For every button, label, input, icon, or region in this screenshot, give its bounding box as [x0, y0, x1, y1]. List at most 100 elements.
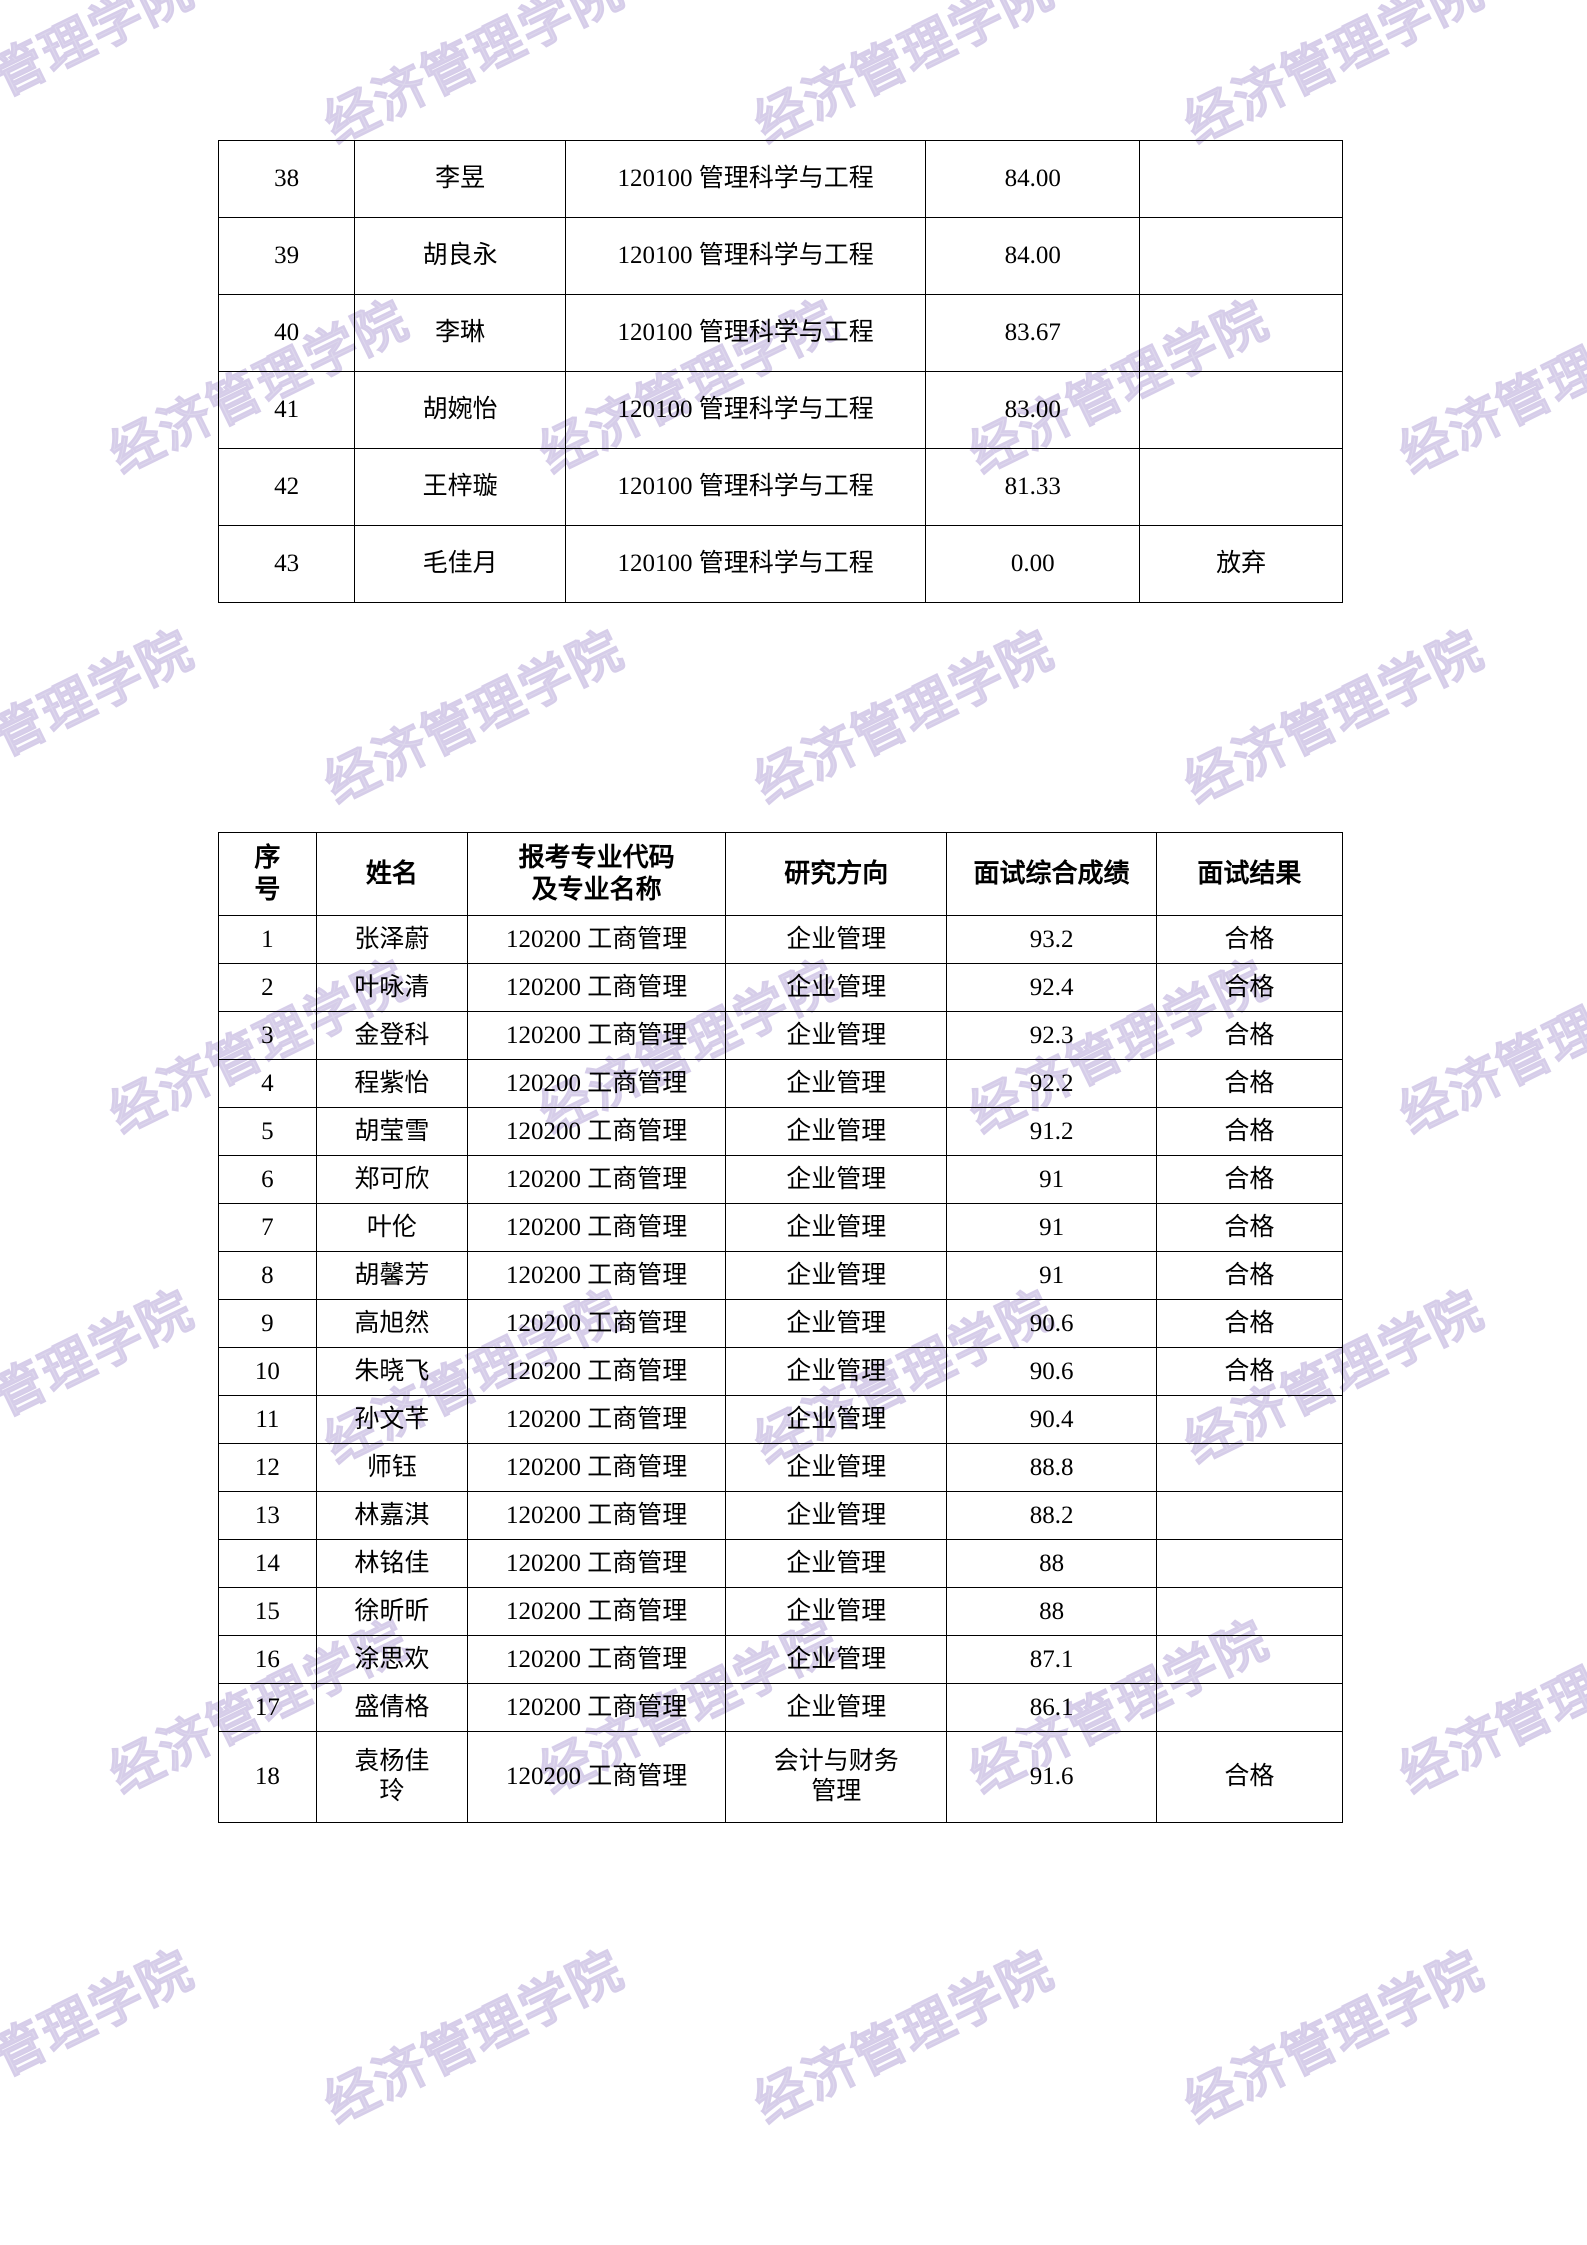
cell-seq: 43: [217, 525, 356, 603]
cell-result: [1139, 217, 1343, 295]
cell-seq: 7: [218, 1203, 317, 1252]
col-header-major-line2: 及专业名称: [531, 875, 662, 904]
cell-major: 120200 工商管理: [466, 1155, 727, 1204]
table-row: 4 程紫怡 120200 工商管理 企业管理 92.2 合格: [218, 1059, 1344, 1108]
cell-score: 87.1: [946, 1635, 1157, 1684]
cell-seq: 2: [218, 963, 317, 1012]
cell-major: 120100 管理科学与工程: [565, 448, 927, 526]
cell-name: 郑可欣: [315, 1155, 468, 1204]
cell-major: 120100 管理科学与工程: [565, 371, 927, 449]
cell-direction: 会计与财务 管理: [725, 1731, 948, 1823]
cell-name: 胡馨芳: [315, 1251, 468, 1300]
cell-score: 86.1: [946, 1683, 1157, 1732]
cell-major: 120200 工商管理: [466, 1299, 727, 1348]
cell-name: 张泽蔚: [315, 915, 468, 964]
cell-seq: 15: [218, 1587, 317, 1636]
cell-major: 120100 管理科学与工程: [565, 525, 927, 603]
cell-seq: 41: [217, 371, 356, 449]
cell-score: 92.3: [946, 1011, 1157, 1060]
cell-result: [1139, 448, 1343, 526]
cell-major: 120200 工商管理: [466, 1107, 727, 1156]
table-row: 1 张泽蔚 120200 工商管理 企业管理 93.2 合格: [218, 915, 1344, 964]
cell-direction: 企业管理: [725, 1251, 948, 1300]
cell-major: 120100 管理科学与工程: [565, 294, 927, 372]
cell-result: 合格: [1155, 963, 1344, 1012]
cell-name: 朱晓飞: [315, 1347, 468, 1396]
col-header-direction: 研究方向: [725, 832, 948, 916]
col-header-score: 面试综合成绩: [946, 832, 1157, 916]
cell-score: 81.33: [925, 448, 1141, 526]
table-row: 10 朱晓飞 120200 工商管理 企业管理 90.6 合格: [218, 1347, 1344, 1396]
cell-score: 84.00: [925, 217, 1141, 295]
cell-result: [1155, 1587, 1344, 1636]
cell-result: [1155, 1683, 1344, 1732]
cell-direction: 企业管理: [725, 963, 948, 1012]
cell-major: 120200 工商管理: [466, 1011, 727, 1060]
cell-major: 120200 工商管理: [466, 1587, 727, 1636]
cell-result: 放弃: [1139, 525, 1343, 603]
table-row: 3 金登科 120200 工商管理 企业管理 92.3 合格: [218, 1011, 1344, 1060]
cell-major: 120200 工商管理: [466, 1443, 727, 1492]
cell-name: 程紫怡: [315, 1059, 468, 1108]
cell-score: 92.4: [946, 963, 1157, 1012]
cell-score: 90.4: [946, 1395, 1157, 1444]
cell-direction: 企业管理: [725, 1347, 948, 1396]
cell-name: 毛佳月: [354, 525, 567, 603]
cell-direction: 企业管理: [725, 1539, 948, 1588]
cell-direction: 企业管理: [725, 1491, 948, 1540]
cell-result: 合格: [1155, 1299, 1344, 1348]
cell-direction: 企业管理: [725, 1395, 948, 1444]
col-header-name: 姓名: [315, 832, 468, 916]
cell-result: [1155, 1395, 1344, 1444]
cell-seq: 39: [217, 217, 356, 295]
cell-score: 91: [946, 1251, 1157, 1300]
col-header-result: 面试结果: [1155, 832, 1344, 916]
cell-score: 83.67: [925, 294, 1141, 372]
cell-result: 合格: [1155, 1347, 1344, 1396]
cell-seq: 42: [217, 448, 356, 526]
table-row: 2 叶咏清 120200 工商管理 企业管理 92.4 合格: [218, 963, 1344, 1012]
cell-direction: 企业管理: [725, 1107, 948, 1156]
cell-score: 88: [946, 1587, 1157, 1636]
cell-direction: 企业管理: [725, 1587, 948, 1636]
cell-result: 合格: [1155, 915, 1344, 964]
col-header-seq: 序 号: [218, 832, 317, 916]
cell-seq: 1: [218, 915, 317, 964]
cell-seq: 14: [218, 1539, 317, 1588]
cell-seq: 10: [218, 1347, 317, 1396]
cell-major: 120200 工商管理: [466, 1347, 727, 1396]
cell-name: 盛倩格: [315, 1683, 468, 1732]
cell-name: 叶伦: [315, 1203, 468, 1252]
cell-name: 李琳: [354, 294, 567, 372]
cell-major: 120200 工商管理: [466, 1203, 727, 1252]
cell-score: 90.6: [946, 1299, 1157, 1348]
cell-score: 90.6: [946, 1347, 1157, 1396]
cell-name: 高旭然: [315, 1299, 468, 1348]
cell-direction-line1: 会计与财务: [773, 1747, 899, 1775]
cell-direction: 企业管理: [725, 1299, 948, 1348]
interview-results-continued-table: 38 李昱 120100 管理科学与工程 84.00 39 胡良永 120100 管理科学与…: [217, 140, 1343, 603]
cell-name: 叶咏清: [315, 963, 468, 1012]
cell-major: 120200 工商管理: [466, 1251, 727, 1300]
table-row: 39 胡良永 120100 管理科学与工程 84.00: [217, 217, 1343, 295]
cell-result: 合格: [1155, 1203, 1344, 1252]
cell-seq: 18: [218, 1731, 317, 1823]
cell-score: 91: [946, 1203, 1157, 1252]
cell-name: 王梓璇: [354, 448, 567, 526]
cell-direction: 企业管理: [725, 1203, 948, 1252]
cell-result: [1155, 1491, 1344, 1540]
cell-direction: 企业管理: [725, 1683, 948, 1732]
cell-result: 合格: [1155, 1155, 1344, 1204]
cell-major: 120200 工商管理: [466, 1539, 727, 1588]
cell-result: [1155, 1539, 1344, 1588]
cell-name: 李昱: [354, 140, 567, 218]
cell-name: 徐昕昕: [315, 1587, 468, 1636]
cell-name-line1: 袁杨佳: [354, 1747, 430, 1775]
cell-name: 孙文芊: [315, 1395, 468, 1444]
cell-seq: 16: [218, 1635, 317, 1684]
cell-result: 合格: [1155, 1059, 1344, 1108]
col-header-seq-line2: 号: [254, 875, 281, 904]
cell-score: 88: [946, 1539, 1157, 1588]
cell-score: 88.2: [946, 1491, 1157, 1540]
